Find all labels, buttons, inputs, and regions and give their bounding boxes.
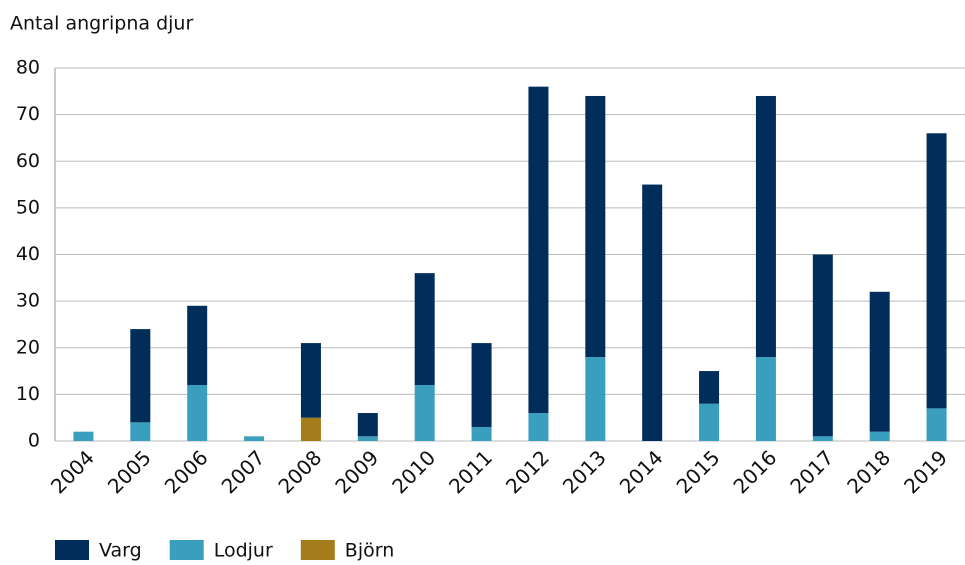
x-tick-label: 2005 bbox=[103, 445, 156, 498]
x-tick-label: 2012 bbox=[501, 445, 554, 498]
bar-segment bbox=[187, 385, 208, 441]
bar-segment bbox=[130, 422, 151, 441]
legend-swatch bbox=[55, 540, 89, 560]
x-tick-label: 2009 bbox=[330, 445, 383, 498]
y-tick-label: 80 bbox=[16, 57, 40, 79]
x-tick-label: 2016 bbox=[728, 445, 781, 498]
bar-segment bbox=[585, 357, 606, 441]
bar-segment bbox=[926, 408, 947, 441]
y-tick-label: 0 bbox=[28, 430, 40, 452]
bar-segment bbox=[812, 436, 833, 441]
legend-label: Björn bbox=[345, 540, 394, 562]
legend-swatch bbox=[169, 540, 204, 560]
bar-segment bbox=[357, 436, 378, 441]
bar-segment bbox=[699, 371, 720, 404]
y-axis-label: Antal angripna djur bbox=[10, 13, 193, 35]
y-tick-label: 20 bbox=[16, 336, 40, 358]
y-tick-label: 40 bbox=[16, 243, 40, 265]
legend-label: Varg bbox=[99, 540, 142, 562]
x-tick-label: 2007 bbox=[217, 445, 270, 498]
x-tick-label: 2018 bbox=[842, 445, 895, 498]
x-tick-label: 2014 bbox=[615, 445, 668, 498]
x-tick-label: 2015 bbox=[672, 445, 725, 498]
x-tick-label: 2008 bbox=[273, 445, 326, 498]
bar-segment bbox=[755, 357, 776, 441]
bar-segment bbox=[528, 86, 549, 414]
bar-segment bbox=[471, 343, 492, 428]
x-tick-label: 2019 bbox=[899, 445, 952, 498]
bar-segment bbox=[869, 431, 890, 441]
x-tick-label: 2010 bbox=[387, 445, 440, 498]
bar-segment bbox=[528, 413, 549, 441]
bar-segment bbox=[244, 436, 265, 441]
bar-segment bbox=[357, 413, 378, 437]
legend-swatch bbox=[300, 540, 335, 560]
bar-segment bbox=[300, 417, 321, 441]
x-tick-label: 2017 bbox=[785, 445, 838, 498]
bar-segment bbox=[926, 133, 947, 409]
bar-segment bbox=[414, 273, 435, 386]
y-tick-label: 10 bbox=[16, 383, 40, 405]
bar-segment bbox=[869, 291, 890, 432]
bar-segment bbox=[699, 403, 720, 441]
y-tick-label: 70 bbox=[16, 103, 40, 125]
bar-segment bbox=[642, 184, 663, 441]
bar-segment bbox=[300, 343, 321, 418]
y-tick-label: 60 bbox=[16, 150, 40, 172]
bar-segment bbox=[471, 427, 492, 441]
bar-segment bbox=[73, 431, 94, 441]
x-tick-label: 2006 bbox=[160, 445, 213, 498]
bar-segment bbox=[755, 95, 776, 358]
legend-label: Lodjur bbox=[214, 540, 273, 562]
y-tick-label: 30 bbox=[16, 290, 40, 312]
bar-segment bbox=[187, 305, 208, 386]
bar-segment bbox=[812, 254, 833, 437]
bar-segment bbox=[130, 329, 151, 423]
bar-segment bbox=[414, 385, 435, 441]
bar-segment bbox=[585, 95, 606, 358]
x-tick-label: 2013 bbox=[558, 445, 611, 498]
x-tick-label: 2004 bbox=[46, 445, 99, 498]
x-tick-label: 2011 bbox=[444, 445, 497, 498]
y-tick-label: 50 bbox=[16, 196, 40, 218]
